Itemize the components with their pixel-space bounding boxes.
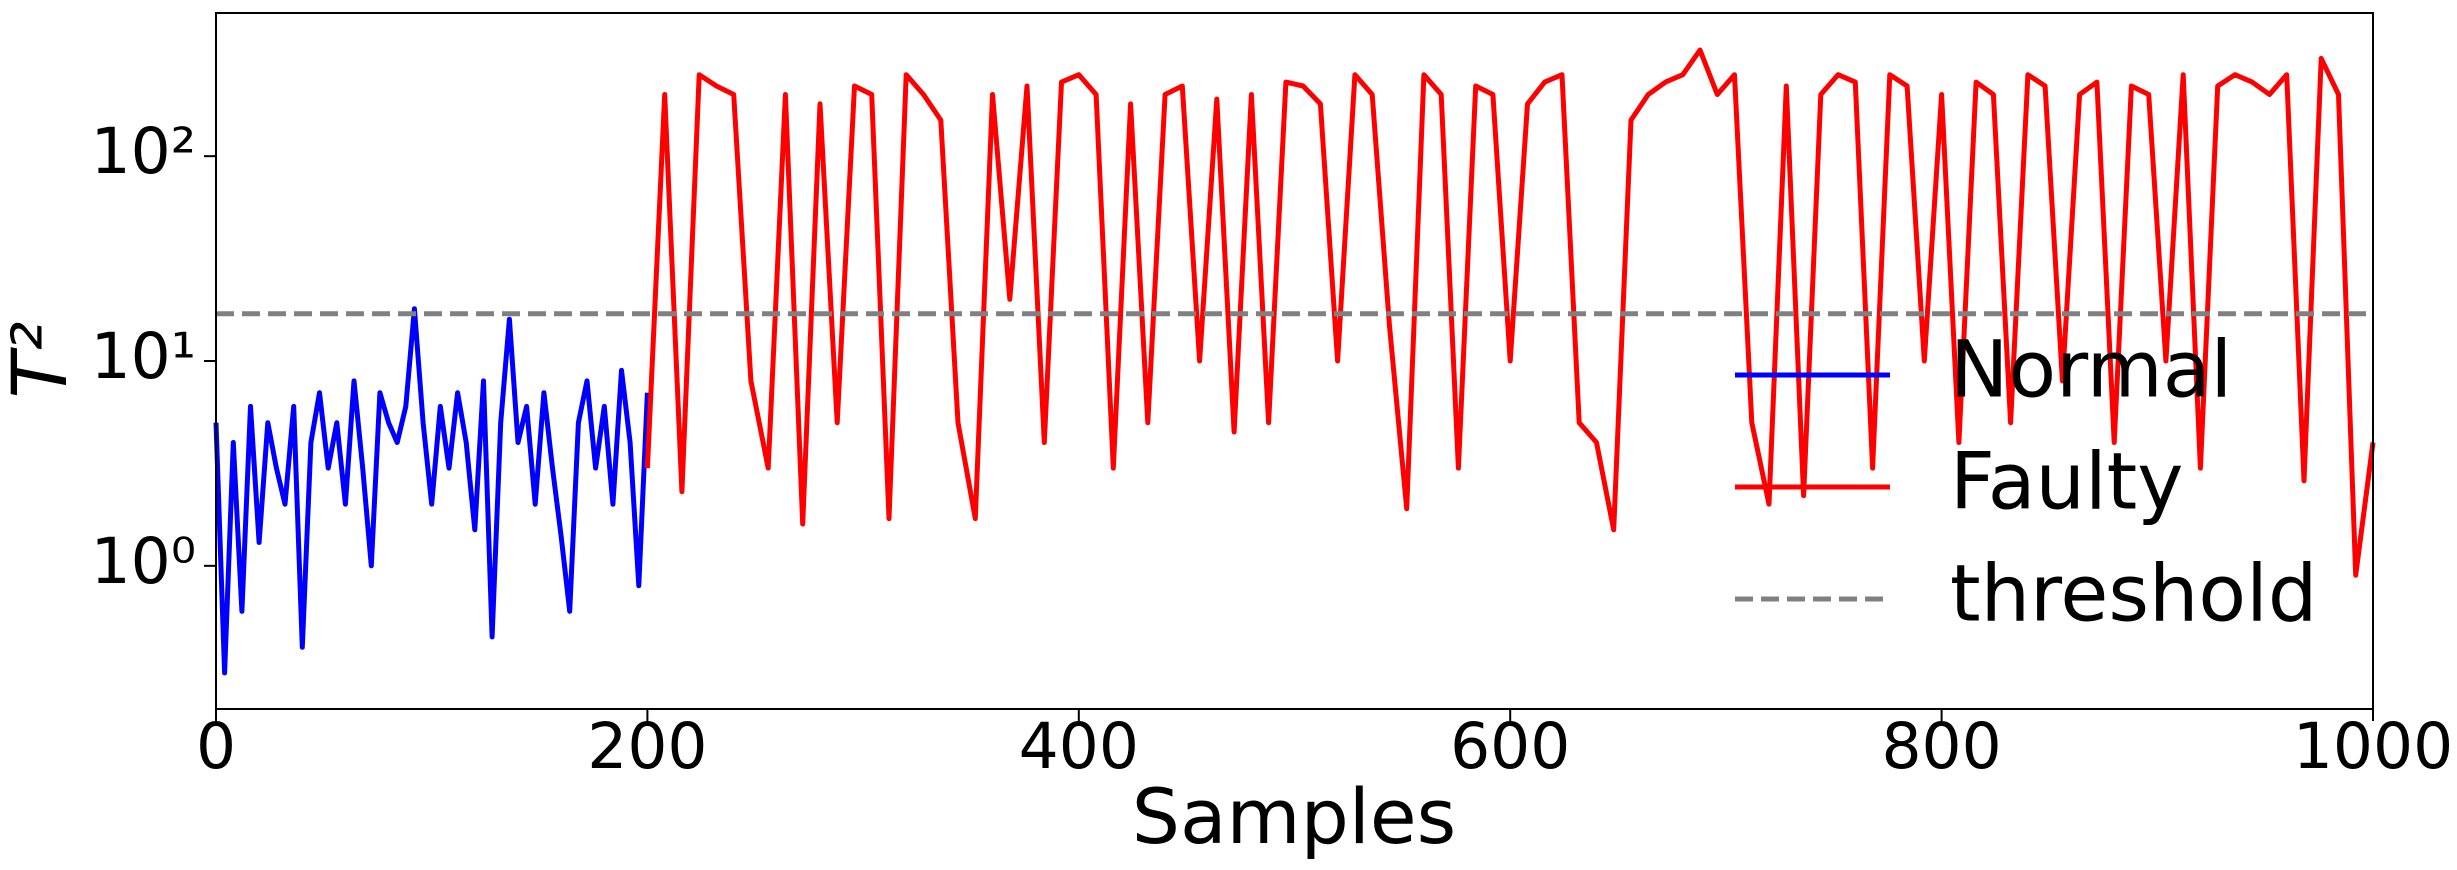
x-tick-label: 800 [1881, 710, 2001, 783]
legend-label: Faulty [1950, 437, 2183, 527]
y-tick-label: 10¹ [91, 320, 196, 393]
x-axis-label: Samples [1132, 772, 1457, 861]
legend-label: Normal [1950, 325, 2232, 415]
x-tick-label: 200 [587, 710, 707, 783]
x-tick-label: 400 [1019, 710, 1139, 783]
x-tick-label: 1000 [2293, 710, 2453, 783]
series-line [213, 306, 650, 676]
plot-frame [215, 12, 2374, 710]
y-tick-label: 10⁰ [91, 525, 196, 598]
y-axis-label: T² [0, 322, 84, 399]
x-tick-label: 600 [1450, 710, 1570, 783]
y-tick-label: 10² [91, 115, 196, 188]
legend-label: threshold [1950, 549, 2317, 639]
series-line [644, 47, 2376, 578]
x-tick-label: 0 [196, 710, 236, 783]
